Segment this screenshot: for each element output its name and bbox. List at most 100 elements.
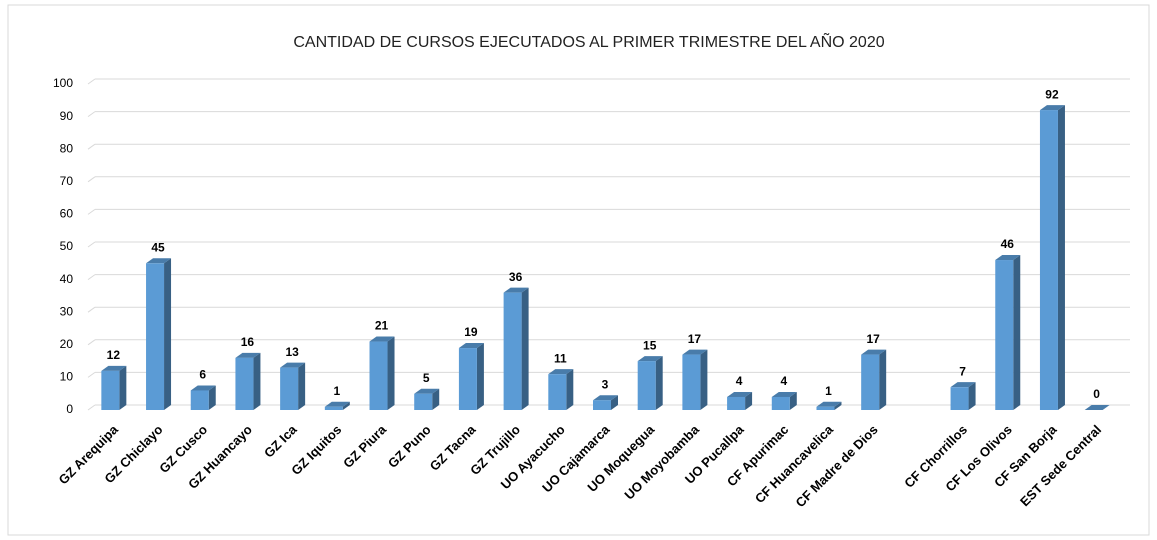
value-label: 0: [1093, 387, 1100, 401]
y-tick-label: 60: [60, 207, 74, 221]
bar-top: [414, 388, 440, 394]
bar-front: [1039, 110, 1058, 410]
bar: [190, 385, 216, 410]
value-label: 46: [1001, 237, 1015, 251]
bar: [950, 382, 976, 410]
bar: [503, 287, 529, 410]
bar-side: [745, 391, 753, 410]
bar-side: [655, 356, 663, 410]
bar: [771, 391, 797, 410]
value-label: 1: [333, 384, 340, 398]
bar: [1039, 105, 1065, 410]
value-label: 4: [780, 374, 787, 388]
bar-top: [1084, 405, 1110, 410]
bar-front: [771, 396, 790, 410]
bar: [861, 349, 887, 410]
grid-line-depth: [87, 176, 96, 183]
y-tick-label: 10: [60, 370, 74, 384]
bar-top: [324, 401, 350, 407]
bar-top: [235, 352, 261, 358]
bar-side: [834, 401, 842, 410]
grid-line-depth: [87, 208, 96, 215]
bar: [727, 391, 753, 410]
bar: [235, 352, 261, 410]
bar-front: [101, 370, 120, 410]
grid-line-depth: [87, 404, 96, 411]
bar-top: [101, 365, 127, 371]
bar-front: [682, 354, 701, 410]
bar: [682, 349, 708, 410]
bar: [324, 401, 350, 410]
bar-top: [861, 349, 887, 355]
bar-front: [593, 400, 611, 410]
bar-front: [816, 406, 835, 410]
bar-top: [682, 349, 708, 355]
bar-front: [146, 263, 165, 410]
value-label: 3: [602, 377, 609, 391]
bar: [816, 401, 842, 410]
y-tick-label: 20: [60, 337, 74, 351]
bar-side: [119, 365, 127, 410]
bar-front: [458, 348, 477, 410]
grid-line-depth: [87, 371, 96, 378]
bar-side: [611, 395, 618, 410]
bar-front: [414, 393, 433, 410]
bar-top: [190, 385, 216, 391]
bar-side: [164, 258, 172, 410]
bar-side: [968, 382, 976, 410]
bar-front: [190, 390, 209, 410]
value-label: 7: [959, 364, 966, 378]
bar-side: [432, 388, 440, 410]
bar-top: [280, 362, 306, 368]
bar: [369, 336, 395, 410]
bar-top: [950, 382, 976, 388]
bar: [593, 395, 618, 410]
grid-line-depth: [87, 143, 96, 150]
bar-front: [503, 292, 522, 410]
value-label: 13: [285, 345, 299, 359]
bar-front: [727, 396, 746, 410]
bar: [637, 356, 663, 410]
y-tick-label: 30: [60, 304, 74, 318]
bar-front: [324, 406, 343, 410]
bar-top: [727, 391, 753, 397]
value-label: 21: [375, 319, 389, 333]
bar-side: [1013, 255, 1021, 410]
bar-front: [235, 357, 254, 410]
y-tick-label: 80: [60, 141, 74, 155]
bar-top: [146, 258, 172, 264]
bar-front: [280, 367, 299, 410]
value-label: 17: [688, 332, 702, 346]
bar-top: [369, 336, 395, 342]
y-tick-label: 90: [60, 109, 74, 123]
bar: [146, 258, 172, 410]
bar: [548, 369, 574, 410]
y-tick-label: 40: [60, 272, 74, 286]
value-label: 45: [151, 240, 165, 254]
value-label: 1: [825, 384, 832, 398]
value-label: 36: [509, 270, 523, 284]
bar: [458, 343, 484, 410]
bar-top: [995, 255, 1021, 261]
bar-side: [476, 343, 484, 410]
bar-side: [789, 391, 797, 410]
y-tick-label: 100: [53, 76, 73, 90]
bar-top: [1039, 105, 1065, 111]
bar-top: [503, 287, 529, 293]
bar: [995, 255, 1021, 410]
value-label: 5: [423, 371, 430, 385]
grid-line-depth: [87, 274, 96, 281]
bar-side: [342, 401, 350, 410]
bar-side: [208, 385, 216, 410]
bar-front: [861, 354, 880, 410]
grid-line-depth: [87, 241, 96, 248]
bar: [101, 365, 127, 410]
bar-side: [298, 362, 306, 410]
grid-line-depth: [87, 111, 96, 118]
bar-side: [879, 349, 887, 410]
value-label: 17: [866, 332, 880, 346]
bar-top: [771, 391, 797, 397]
bar-top: [548, 369, 574, 375]
y-tick-label: 0: [66, 402, 73, 416]
